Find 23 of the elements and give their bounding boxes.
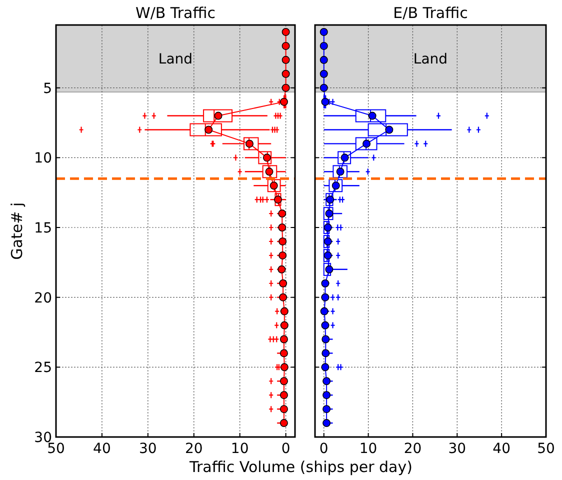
band-label: Land (158, 52, 193, 68)
x-tick-label: 50 (537, 441, 555, 457)
y-tick-label: 10 (34, 150, 52, 167)
x-tick-label: 0 (281, 441, 290, 457)
x-tick-label: 30 (139, 441, 157, 457)
y-tick-label: 25 (34, 360, 52, 376)
x-tick-label: 20 (404, 441, 422, 457)
x-tick-label: 10 (359, 441, 378, 457)
chart-title: W/B Traffic (135, 4, 216, 22)
x-tick-label: 40 (492, 441, 510, 457)
x-tick-label: 0 (319, 441, 328, 457)
x-tick-label: 20 (184, 441, 203, 457)
y-axis-title: Gate# j (8, 202, 26, 260)
x-axis-title: Traffic Volume (ships per day) (188, 458, 412, 476)
y-tick-label: 15 (34, 220, 52, 237)
band-label: Land (413, 52, 448, 68)
y-tick-label: 5 (43, 80, 52, 97)
x-tick-label: 10 (230, 441, 249, 457)
chart-title: E/B Traffic (393, 4, 468, 22)
x-tick-label: 40 (93, 441, 111, 457)
x-tick-label: 50 (47, 441, 65, 457)
y-tick-label: 20 (34, 290, 52, 306)
x-tick-label: 30 (448, 441, 466, 457)
